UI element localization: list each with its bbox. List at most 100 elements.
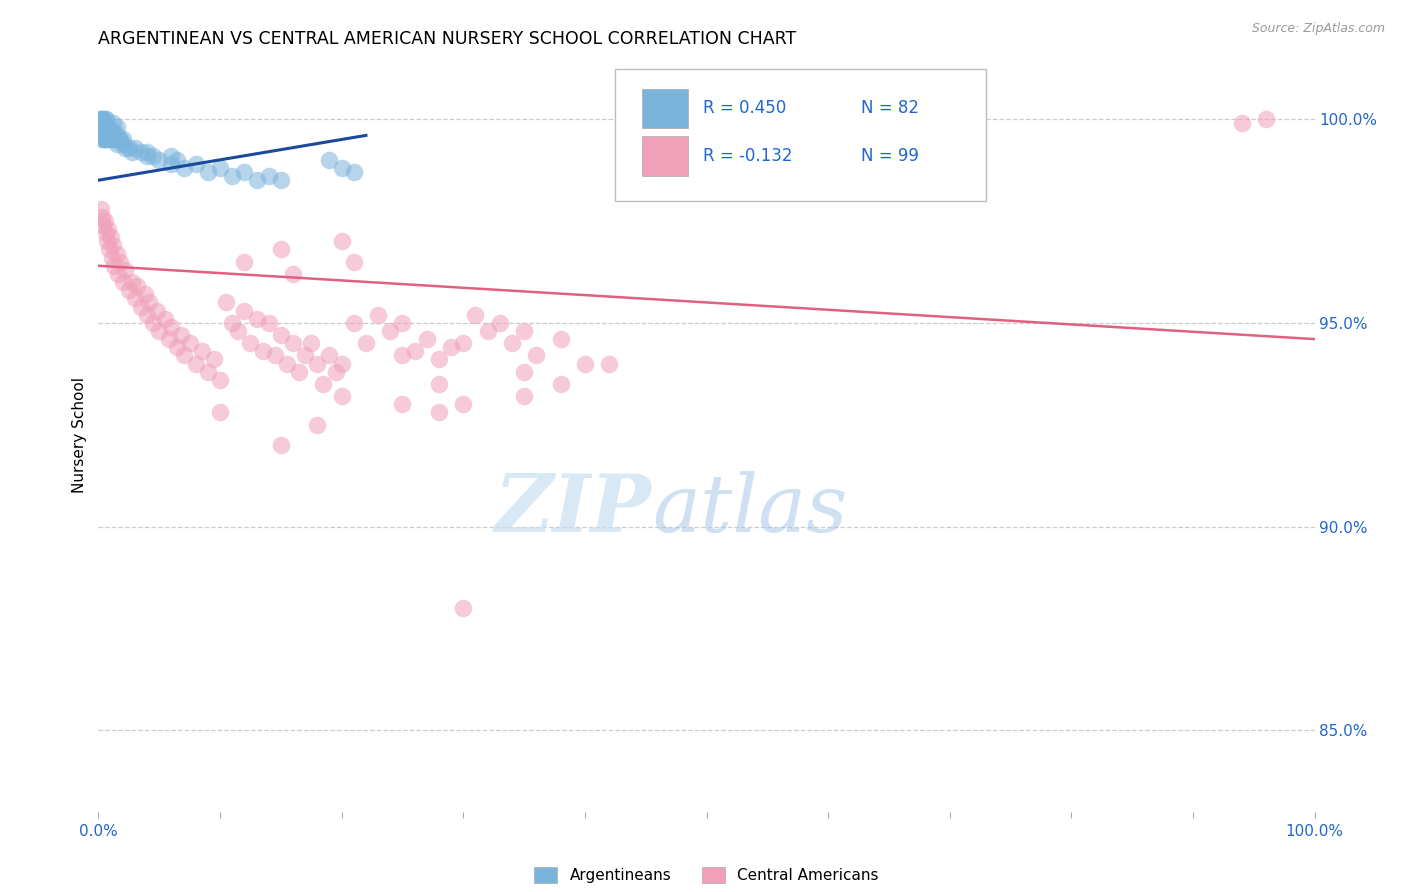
Point: [221, 316, 243, 330]
FancyBboxPatch shape: [643, 89, 689, 128]
Point: [93, 124, 115, 138]
Point: [91, 116, 114, 130]
Point: [100, 230, 122, 244]
Point: [263, 348, 285, 362]
Point: [94, 112, 117, 127]
Point: [513, 324, 536, 338]
Point: [91, 124, 114, 138]
Point: [110, 132, 132, 146]
Point: [1254, 112, 1277, 127]
Point: [440, 340, 463, 354]
Point: [136, 149, 159, 163]
Point: [288, 365, 311, 379]
Point: [90, 124, 112, 138]
Point: [453, 336, 475, 351]
Point: [90, 120, 112, 135]
Point: [148, 324, 170, 338]
Point: [257, 169, 280, 183]
Point: [270, 438, 292, 452]
Text: R = 0.450: R = 0.450: [703, 100, 786, 118]
FancyBboxPatch shape: [643, 136, 689, 176]
Point: [160, 319, 183, 334]
Point: [179, 336, 201, 351]
Point: [330, 235, 353, 249]
Point: [90, 202, 112, 216]
Point: [96, 120, 118, 135]
Point: [488, 316, 510, 330]
Point: [94, 124, 117, 138]
Point: [524, 348, 547, 362]
Point: [100, 128, 122, 143]
Point: [427, 376, 450, 391]
Point: [598, 357, 620, 371]
Point: [318, 153, 340, 167]
Point: [233, 254, 256, 268]
Point: [97, 132, 120, 146]
Point: [101, 132, 124, 146]
Point: [343, 165, 366, 179]
Point: [93, 112, 115, 127]
Point: [270, 328, 292, 343]
Point: [96, 235, 118, 249]
Point: [91, 116, 114, 130]
Point: [101, 238, 124, 252]
Point: [105, 128, 128, 143]
Point: [391, 316, 413, 330]
Point: [118, 283, 141, 297]
Point: [89, 116, 111, 130]
Point: [307, 357, 329, 371]
Point: [299, 336, 322, 351]
Point: [330, 161, 353, 175]
Point: [184, 357, 207, 371]
Point: [354, 336, 377, 351]
Point: [391, 348, 413, 362]
Point: [98, 243, 121, 257]
Point: [155, 311, 177, 326]
Point: [111, 132, 134, 146]
Point: [173, 348, 195, 362]
Point: [96, 128, 118, 143]
Point: [101, 124, 124, 138]
Point: [96, 132, 118, 146]
Point: [146, 303, 169, 318]
Point: [312, 376, 335, 391]
Point: [276, 357, 298, 371]
Point: [91, 132, 114, 146]
Point: [129, 300, 152, 314]
Point: [252, 344, 274, 359]
Point: [136, 145, 159, 159]
Text: atlas: atlas: [652, 472, 848, 549]
Point: [89, 124, 111, 138]
Point: [239, 336, 262, 351]
Point: [281, 267, 304, 281]
Point: [245, 311, 267, 326]
Point: [114, 140, 136, 154]
Point: [94, 132, 117, 146]
Point: [97, 128, 120, 143]
Point: [107, 132, 129, 146]
Point: [138, 295, 160, 310]
Point: [94, 226, 117, 240]
Point: [91, 112, 114, 127]
Point: [93, 132, 115, 146]
Point: [91, 112, 114, 127]
Point: [90, 112, 112, 127]
Point: [550, 376, 572, 391]
Point: [501, 336, 523, 351]
Point: [142, 149, 165, 163]
Point: [160, 157, 183, 171]
Point: [101, 132, 124, 146]
Point: [100, 132, 122, 146]
Point: [343, 316, 366, 330]
Point: [367, 308, 389, 322]
Point: [380, 324, 402, 338]
Point: [98, 124, 121, 138]
Point: [118, 140, 141, 154]
Point: [416, 332, 439, 346]
Point: [89, 112, 111, 127]
Point: [96, 124, 118, 138]
Point: [91, 128, 114, 143]
Point: [343, 254, 366, 268]
Point: [121, 275, 143, 289]
Point: [270, 173, 292, 187]
